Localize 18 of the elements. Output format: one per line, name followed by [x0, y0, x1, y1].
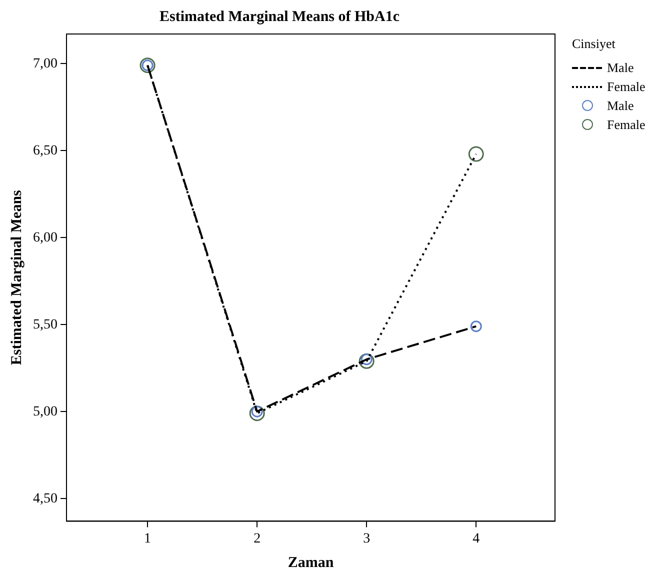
y-tick-label: 6,50 [33, 143, 58, 158]
y-tick-label: 5,50 [33, 317, 58, 332]
legend-label: Male [607, 98, 634, 114]
x-tick-label: 1 [144, 531, 152, 546]
y-tick-label: 6,00 [33, 230, 58, 246]
x-tick-label: 2 [254, 531, 261, 546]
y-tick-label: 5,00 [33, 404, 58, 420]
chart-title: Estimated Marginal Means of HbA1c [160, 8, 400, 25]
legend-title: Cinsiyet [572, 36, 616, 52]
x-tick-label: 3 [363, 531, 370, 546]
legend-label: Female [607, 116, 646, 132]
y-tick-label: 7,00 [33, 56, 58, 72]
y-axis-title: Estimated Marginal Means [8, 190, 25, 366]
x-axis-title: Zaman [288, 554, 334, 571]
y-tick-label: 4,50 [33, 491, 58, 506]
legend-label: Female [607, 78, 646, 94]
x-tick-label: 4 [472, 531, 480, 546]
legend-label: Male [607, 60, 634, 76]
